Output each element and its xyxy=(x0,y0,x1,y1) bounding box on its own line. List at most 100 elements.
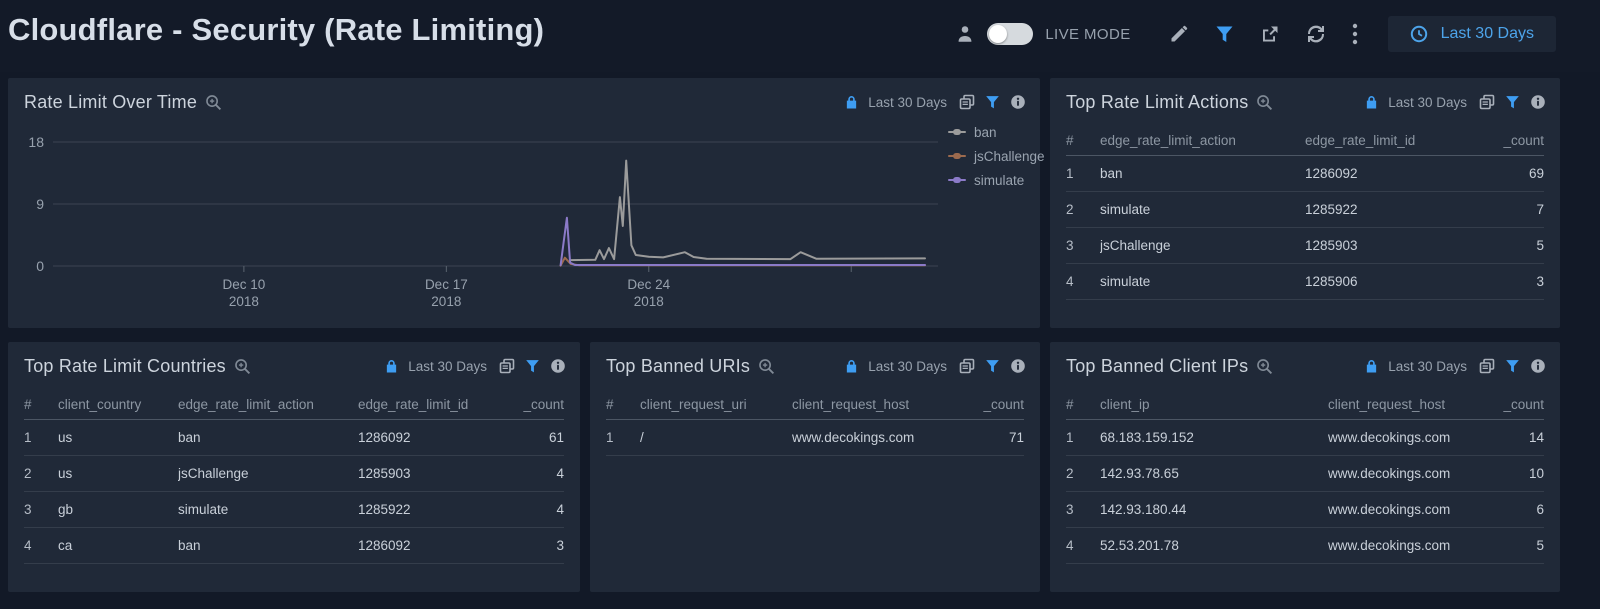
table-row[interactable]: 1 / www.decokings.com 71 xyxy=(606,420,1024,456)
column-header[interactable]: _count xyxy=(523,397,564,412)
panel-time-range: Last 30 Days xyxy=(1388,94,1467,110)
column-header[interactable]: # xyxy=(606,397,614,412)
chart-legend: ban jsChallenge simulate xyxy=(948,124,1045,188)
info-icon[interactable] xyxy=(1530,358,1546,374)
column-header[interactable]: # xyxy=(1066,397,1074,412)
table-row[interactable]: 3 jsChallenge 1285903 5 xyxy=(1066,228,1544,264)
copy-icon[interactable] xyxy=(1479,358,1495,374)
filter-button[interactable] xyxy=(1215,25,1234,44)
zoom-in-icon[interactable] xyxy=(1256,94,1273,111)
time-range-button[interactable]: Last 30 Days xyxy=(1387,16,1556,52)
info-icon[interactable] xyxy=(1010,94,1026,110)
x-axis-label: Dec 24 xyxy=(627,277,670,292)
legend-label: ban xyxy=(974,124,997,140)
table-row[interactable]: 1 68.183.159.152 www.decokings.com 14 xyxy=(1066,420,1544,456)
kebab-menu-button[interactable] xyxy=(1352,23,1358,45)
column-header[interactable]: edge_rate_limit_id xyxy=(1305,133,1416,148)
table-cell: 5 xyxy=(1536,238,1544,253)
zoom-in-icon[interactable] xyxy=(758,358,775,375)
refresh-button[interactable] xyxy=(1306,24,1326,44)
table-row[interactable]: 4 52.53.201.78 www.decokings.com 5 xyxy=(1066,528,1544,564)
table-row[interactable]: 1 us ban 1286092 61 xyxy=(24,420,564,456)
lock-icon xyxy=(385,359,398,374)
table-cell: us xyxy=(58,466,73,481)
panel-time-range: Last 30 Days xyxy=(1388,358,1467,374)
legend-marker xyxy=(948,153,966,159)
x-axis-sublabel: 2018 xyxy=(229,294,259,309)
zoom-in-icon[interactable] xyxy=(234,358,251,375)
panel-filter-icon[interactable] xyxy=(1505,95,1520,110)
table-cell: www.decokings.com xyxy=(1328,430,1451,445)
table-cell: 1285922 xyxy=(358,502,411,517)
table-row[interactable]: 2 us jsChallenge 1285903 4 xyxy=(24,456,564,492)
table-cell: 71 xyxy=(1008,430,1024,445)
table-cell: www.decokings.com xyxy=(1328,466,1451,481)
table-cell: 1285903 xyxy=(1305,238,1358,253)
column-header[interactable]: _count xyxy=(983,397,1024,412)
column-header[interactable]: # xyxy=(24,397,32,412)
legend-item-simulate[interactable]: simulate xyxy=(948,172,1045,188)
actions-table: # edge_rate_limit_action edge_rate_limit_i… xyxy=(1066,126,1544,300)
column-header[interactable]: client_ip xyxy=(1100,397,1150,412)
table-cell: 1 xyxy=(1066,430,1074,445)
table-row[interactable]: 1 ban 1286092 69 xyxy=(1066,156,1544,192)
y-axis-label: 0 xyxy=(36,258,44,274)
table-cell: simulate xyxy=(178,502,229,517)
copy-icon[interactable] xyxy=(1479,94,1495,110)
legend-item-jsChallenge[interactable]: jsChallenge xyxy=(948,148,1045,164)
info-icon[interactable] xyxy=(550,358,566,374)
live-mode-toggle[interactable] xyxy=(987,23,1034,45)
table-cell: 1 xyxy=(24,430,32,445)
info-icon[interactable] xyxy=(1530,94,1546,110)
zoom-in-icon[interactable] xyxy=(1256,358,1273,375)
legend-item-ban[interactable]: ban xyxy=(948,124,1045,140)
series-simulate-line[interactable] xyxy=(559,216,926,267)
table-cell: 6 xyxy=(1536,502,1544,517)
column-header[interactable]: # xyxy=(1066,133,1074,148)
table-header-row: # client_country edge_rate_limit_action edg… xyxy=(24,390,564,420)
table-cell: 1286092 xyxy=(358,430,411,445)
panel-filter-icon[interactable] xyxy=(1505,359,1520,374)
table-row[interactable]: 2 simulate 1285922 7 xyxy=(1066,192,1544,228)
column-header[interactable]: client_request_uri xyxy=(640,397,747,412)
panel-top-banned-client-ips: Top Banned Client IPs Last 30 Days xyxy=(1050,342,1560,592)
rate-limit-chart[interactable]: 0 9 18 Dec 10 2018 Dec 17 2018 Dec 24 2018 xyxy=(8,118,1040,318)
panel-title: Top Banned URIs xyxy=(606,355,751,376)
column-header[interactable]: client_request_host xyxy=(792,397,910,412)
copy-icon[interactable] xyxy=(499,358,515,374)
column-header[interactable]: edge_rate_limit_id xyxy=(358,397,469,412)
user-icon[interactable] xyxy=(955,24,975,44)
panel-filter-icon[interactable] xyxy=(985,95,1000,110)
panel-filter-icon[interactable] xyxy=(525,359,540,374)
zoom-in-icon[interactable] xyxy=(205,94,222,111)
table-row[interactable]: 2 142.93.78.65 www.decokings.com 10 xyxy=(1066,456,1544,492)
series-ban-line[interactable] xyxy=(569,159,926,262)
panel-filter-icon[interactable] xyxy=(985,359,1000,374)
column-header[interactable]: _count xyxy=(1503,133,1544,148)
table-cell: 1 xyxy=(1066,166,1074,181)
table-cell: simulate xyxy=(1100,202,1151,217)
info-icon[interactable] xyxy=(1010,358,1026,374)
table-cell: ca xyxy=(58,538,73,553)
table-cell: 5 xyxy=(1536,538,1544,553)
column-header[interactable]: client_request_host xyxy=(1328,397,1446,412)
column-header[interactable]: _count xyxy=(1503,397,1544,412)
table-row[interactable]: 4 simulate 1285906 3 xyxy=(1066,264,1544,300)
legend-marker xyxy=(948,177,966,183)
table-row[interactable]: 3 gb simulate 1285922 4 xyxy=(24,492,564,528)
table-row[interactable]: 4 ca ban 1286092 3 xyxy=(24,528,564,564)
column-header[interactable]: edge_rate_limit_action xyxy=(1100,133,1236,148)
column-header[interactable]: client_country xyxy=(58,397,142,412)
panel-time-range: Last 30 Days xyxy=(408,358,487,374)
table-row[interactable]: 3 142.93.180.44 www.decokings.com 6 xyxy=(1066,492,1544,528)
lock-icon xyxy=(845,95,858,110)
copy-icon[interactable] xyxy=(959,358,975,374)
table-header-row: # client_ip client_request_host _count xyxy=(1066,390,1544,420)
table-cell: 1285922 xyxy=(1305,202,1358,217)
column-header[interactable]: edge_rate_limit_action xyxy=(178,397,314,412)
copy-icon[interactable] xyxy=(959,94,975,110)
edit-pencil-button[interactable] xyxy=(1169,24,1189,44)
table-cell: 3 xyxy=(556,538,564,553)
share-button[interactable] xyxy=(1260,24,1280,44)
